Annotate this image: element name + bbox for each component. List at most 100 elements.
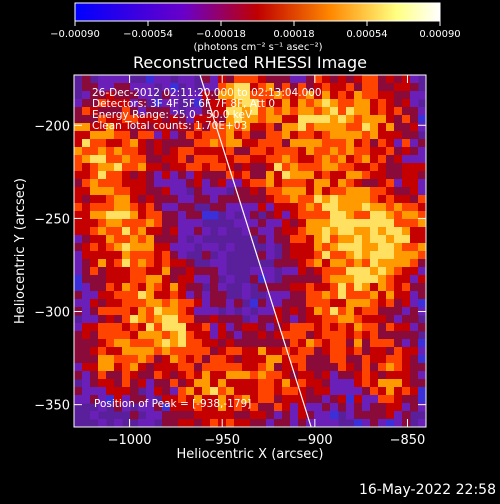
heatmap-cell — [346, 163, 355, 172]
heatmap-cell — [162, 195, 171, 204]
heatmap-cell — [298, 131, 307, 140]
heatmap-cell — [290, 419, 299, 427]
heatmap-cell — [354, 275, 363, 284]
heatmap-cell — [290, 355, 299, 364]
heatmap-cell — [130, 323, 139, 332]
heatmap-cell — [322, 331, 331, 340]
heatmap-cell — [122, 243, 131, 252]
heatmap-cell — [362, 195, 371, 204]
heatmap-cell — [370, 75, 379, 84]
heatmap-cell — [226, 203, 235, 212]
plot-frame — [73, 74, 427, 428]
heatmap-cell — [354, 347, 363, 356]
heatmap-cell — [362, 411, 371, 420]
heatmap-cell — [354, 315, 363, 324]
heatmap-cell — [170, 211, 179, 220]
heatmap-cell — [186, 411, 195, 420]
heatmap-cell — [162, 139, 171, 148]
heatmap-cell — [378, 395, 387, 404]
colorbar — [74, 2, 441, 22]
heatmap-cell — [130, 371, 139, 380]
heatmap-cell — [82, 395, 91, 404]
heatmap-cell — [234, 411, 243, 420]
heatmap-cell — [226, 83, 235, 92]
heatmap-cell — [106, 323, 115, 332]
heatmap-cell — [266, 227, 275, 236]
heatmap-cell — [378, 179, 387, 188]
heatmap-cell — [194, 99, 203, 108]
heatmap-cell — [170, 155, 179, 164]
heatmap-cell — [74, 251, 83, 260]
heatmap-cell — [330, 211, 339, 220]
heatmap-cell — [122, 355, 131, 364]
heatmap-cell — [290, 171, 299, 180]
heatmap-cell — [122, 323, 131, 332]
heatmap-cell — [290, 83, 299, 92]
heatmap-cell — [346, 347, 355, 356]
heatmap-cell — [218, 171, 227, 180]
heatmap-cell — [330, 323, 339, 332]
heatmap-cell — [130, 315, 139, 324]
heatmap-cell — [394, 251, 403, 260]
heatmap-cell — [178, 123, 187, 132]
heatmap-cell — [74, 155, 83, 164]
heatmap-cell — [82, 179, 91, 188]
heatmap-cell — [218, 115, 227, 124]
heatmap-cell — [226, 195, 235, 204]
heatmap-cell — [266, 339, 275, 348]
heatmap-cell — [98, 163, 107, 172]
heatmap-cell — [266, 275, 275, 284]
heatmap-cell — [90, 275, 99, 284]
heatmap-cell — [346, 83, 355, 92]
footer-date: 16-May-2022 22:58 — [359, 482, 496, 498]
heatmap-cell — [186, 147, 195, 156]
heatmap-cell — [370, 211, 379, 220]
heatmap-cell — [154, 115, 163, 124]
heatmap-cell — [386, 171, 395, 180]
heatmap-cell — [250, 203, 259, 212]
heatmap-cell — [130, 179, 139, 188]
heatmap-cell — [338, 75, 347, 84]
heatmap-cell — [98, 403, 107, 412]
heatmap-cell — [370, 363, 379, 372]
heatmap-cell — [218, 291, 227, 300]
heatmap-cell — [146, 195, 155, 204]
heatmap-cell — [106, 283, 115, 292]
heatmap-cell — [418, 107, 426, 116]
heatmap-cell — [402, 339, 411, 348]
heatmap-cell — [234, 91, 243, 100]
heatmap-cell — [282, 331, 291, 340]
heatmap-cell — [290, 139, 299, 148]
heatmap-cell — [354, 211, 363, 220]
heatmap-cell — [274, 155, 283, 164]
heatmap-cell — [146, 307, 155, 316]
heatmap-cell — [114, 187, 123, 196]
heatmap-cell — [122, 363, 131, 372]
heatmap-cell — [330, 387, 339, 396]
heatmap-cell — [234, 379, 243, 388]
heatmap-cell — [138, 91, 147, 100]
heatmap-cell — [290, 275, 299, 284]
heatmap-cell — [394, 75, 403, 84]
heatmap-cell — [330, 363, 339, 372]
heatmap-cell — [242, 171, 251, 180]
heatmap-cell — [418, 187, 426, 196]
heatmap-cell — [162, 355, 171, 364]
heatmap-cell — [338, 395, 347, 404]
heatmap-cell — [194, 419, 203, 427]
heatmap-cell — [218, 259, 227, 268]
heatmap-cell — [338, 99, 347, 108]
heatmap-cell — [338, 363, 347, 372]
heatmap-cell — [234, 299, 243, 308]
heatmap-cell — [106, 395, 115, 404]
heatmap-cell — [306, 75, 315, 84]
heatmap-cell — [258, 147, 267, 156]
heatmap-cell — [410, 243, 419, 252]
heatmap-cell — [194, 211, 203, 220]
heatmap-cell — [114, 171, 123, 180]
heatmap-cell — [194, 155, 203, 164]
heatmap-cell — [210, 291, 219, 300]
colorbar-tick-label: −0.00090 — [50, 29, 100, 40]
heatmap-cell — [138, 259, 147, 268]
heatmap-cell — [298, 259, 307, 268]
